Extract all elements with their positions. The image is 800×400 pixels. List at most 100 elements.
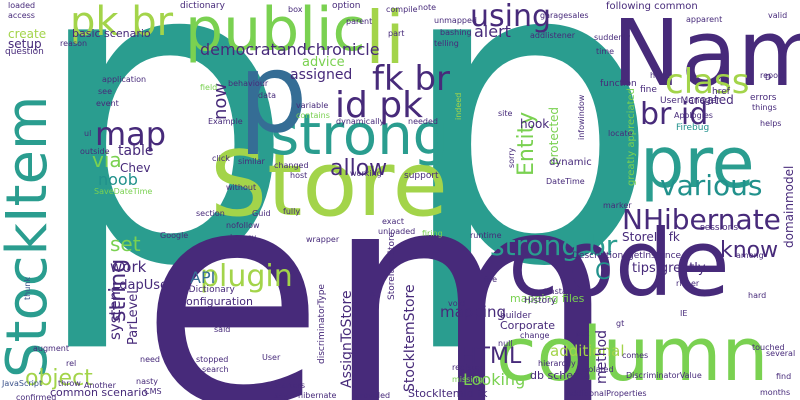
word: public xyxy=(185,0,366,65)
word: mapping xyxy=(440,303,507,321)
word: following common xyxy=(606,1,698,12)
word: several xyxy=(766,349,796,358)
word: table xyxy=(118,143,154,159)
word: part xyxy=(388,29,405,38)
word: section xyxy=(196,209,225,218)
word: months xyxy=(760,388,791,397)
word: needed xyxy=(408,117,438,126)
word: option xyxy=(332,1,361,11)
word: apparent xyxy=(686,15,723,24)
word: code xyxy=(508,210,730,317)
word: Firebug xyxy=(676,123,710,133)
word: db schema xyxy=(530,369,591,382)
word: ParLevel xyxy=(126,290,141,345)
word: UserManager xyxy=(660,96,720,106)
word: Store xyxy=(210,132,448,237)
word: IDictionary xyxy=(186,285,235,295)
word: fire xyxy=(484,275,498,284)
word: errors xyxy=(750,93,777,103)
word: LdapUser xyxy=(112,278,174,293)
word: working xyxy=(350,169,382,178)
word: addlistener xyxy=(530,31,576,40)
word: AdditionalProperties xyxy=(566,389,647,398)
word: find xyxy=(776,372,792,381)
word: Chev xyxy=(120,161,151,175)
word: throw xyxy=(58,379,81,388)
word: support xyxy=(404,171,439,181)
word: head xyxy=(650,71,670,80)
word: configuration xyxy=(180,295,253,308)
word: touched xyxy=(752,343,785,352)
word: alert xyxy=(474,22,511,41)
word: similar xyxy=(238,157,265,166)
word: bashing xyxy=(440,28,472,37)
word: things xyxy=(752,103,777,112)
word: hibernate xyxy=(298,391,337,400)
word: put xyxy=(576,329,590,338)
word: runtime xyxy=(470,231,502,240)
word: behaviour xyxy=(228,79,269,88)
word: gt xyxy=(616,319,625,328)
word: indeed xyxy=(454,92,463,120)
word: Another xyxy=(84,381,116,390)
word: event xyxy=(96,99,119,108)
word: know xyxy=(720,238,779,263)
word: nasty xyxy=(136,377,159,386)
word: li xyxy=(365,0,406,80)
word: additional xyxy=(550,342,625,360)
word: noob xyxy=(98,170,138,189)
word: said xyxy=(214,325,231,334)
word: via xyxy=(92,148,122,172)
word: variable xyxy=(296,101,329,110)
word: without xyxy=(226,183,257,192)
word: basic scenario xyxy=(72,27,151,40)
word: JavaScript xyxy=(2,379,43,388)
word: Looking xyxy=(463,370,526,389)
word: p xyxy=(30,0,297,359)
word: comes xyxy=(622,351,649,360)
word: missing xyxy=(452,375,483,384)
word: site xyxy=(498,109,513,118)
word: change xyxy=(520,331,550,340)
word: suddenly xyxy=(594,33,631,42)
word: IE xyxy=(680,309,688,318)
word: Apologies xyxy=(674,111,713,120)
word: box xyxy=(288,5,303,14)
word: dynamically xyxy=(336,117,385,126)
word: exact xyxy=(382,217,404,226)
word: p xyxy=(238,29,308,157)
word: firing xyxy=(422,229,443,238)
word: created xyxy=(688,93,734,107)
word: field xyxy=(200,83,218,92)
word: fully xyxy=(283,207,301,216)
word: wrapper xyxy=(306,235,340,244)
word: object xyxy=(25,366,93,391)
word: CMS xyxy=(144,387,162,396)
word: plugin xyxy=(200,259,293,294)
word: column xyxy=(496,312,769,398)
word: sessions xyxy=(700,223,739,233)
word: data xyxy=(258,91,277,100)
word: Example xyxy=(208,117,243,126)
word: confirmed xyxy=(16,393,57,400)
word: system xyxy=(106,285,124,340)
word: marker xyxy=(603,201,632,210)
word: Google xyxy=(160,231,189,240)
word: void xyxy=(448,299,465,308)
word: locate xyxy=(608,129,633,138)
word: search xyxy=(202,365,229,374)
word: hook xyxy=(520,117,550,131)
word: compile xyxy=(386,5,418,14)
word: contains xyxy=(296,111,330,120)
word: nofollow xyxy=(226,221,260,230)
word: DateTime xyxy=(546,177,585,186)
word: C xyxy=(595,260,611,285)
word: null xyxy=(498,339,513,348)
word: helps xyxy=(760,119,782,128)
word: changed xyxy=(274,161,309,170)
word: NHibernate xyxy=(622,203,781,236)
word: domainmodel xyxy=(782,165,796,248)
word: outside xyxy=(80,147,110,156)
word: note xyxy=(418,3,437,12)
